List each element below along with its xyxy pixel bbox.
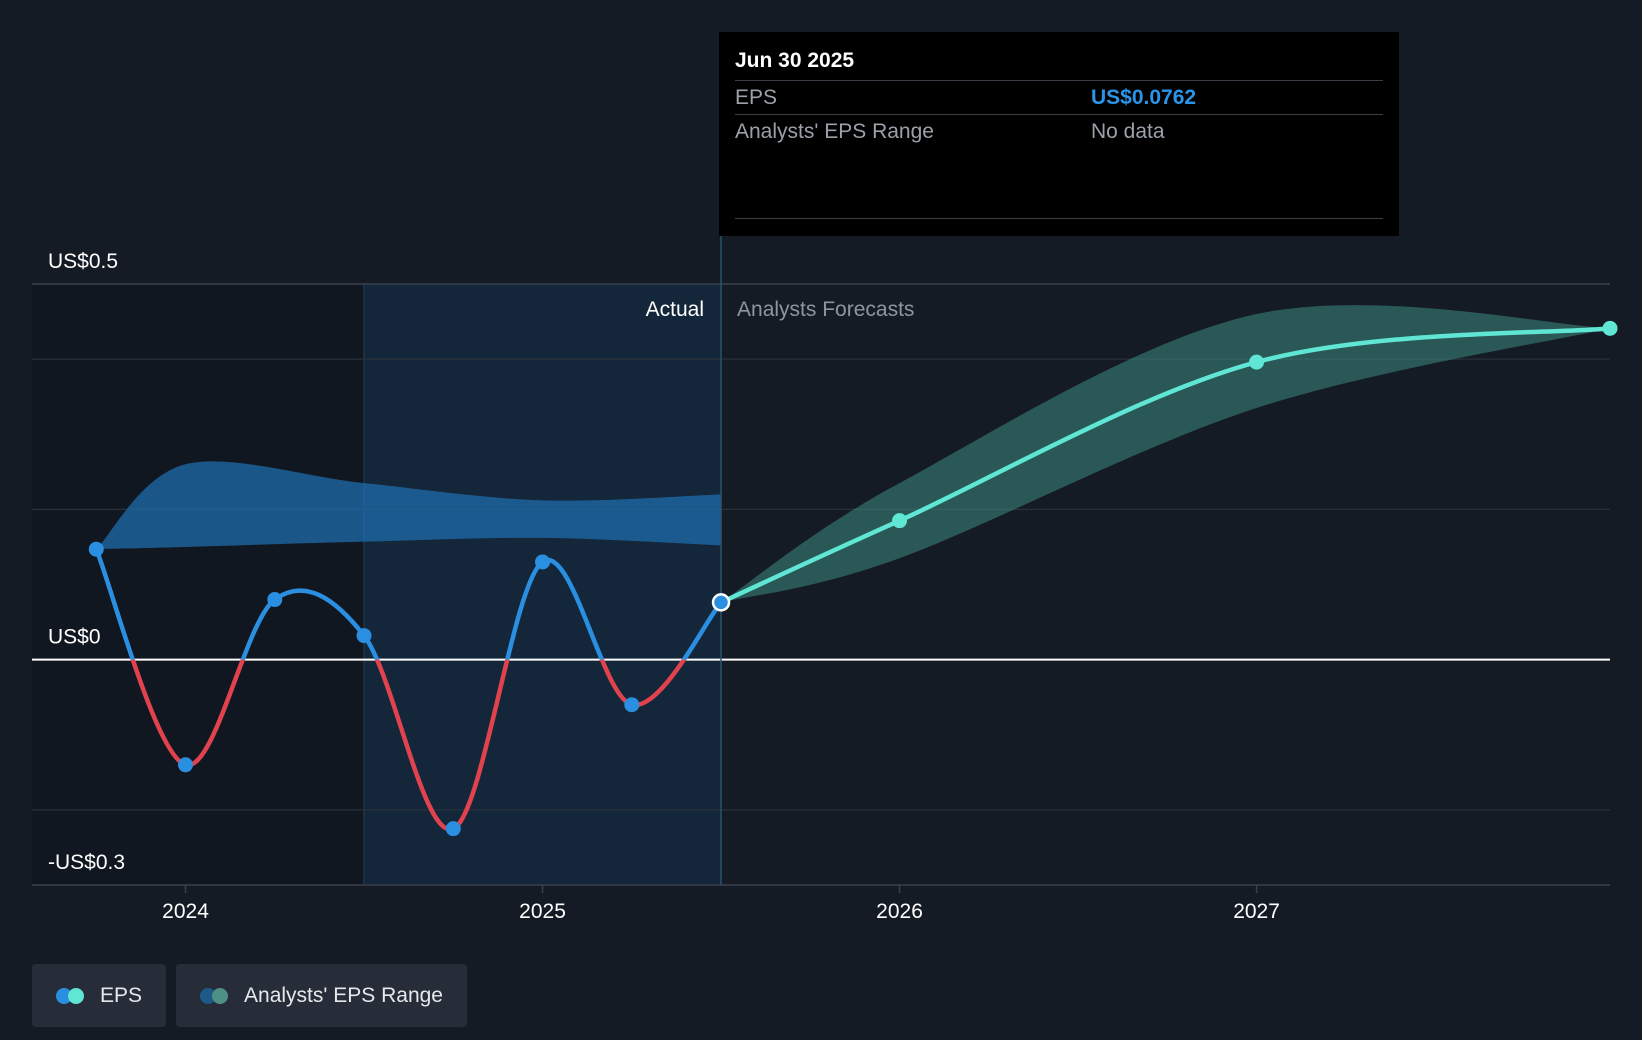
x-tick-label: 2026	[876, 900, 923, 923]
tooltip-eps-label: EPS	[735, 86, 778, 109]
eps-forecast-line	[720, 326, 1611, 605]
actual-shade-left	[32, 284, 365, 885]
eps-point	[624, 697, 640, 713]
y-tick-label: US$0	[48, 626, 101, 649]
actual-label: Actual	[646, 298, 704, 321]
eps-range-band-forecast	[721, 305, 1610, 603]
eps-point	[535, 554, 551, 570]
forecast-label: Analysts Forecasts	[737, 298, 914, 321]
range-bands	[96, 305, 1610, 603]
actual-shade-right	[364, 284, 722, 885]
x-tick-label: 2025	[519, 900, 566, 923]
eps-points[interactable]	[88, 320, 1618, 837]
eps-point	[356, 628, 372, 644]
y-tick-label: US$0.5	[48, 250, 118, 273]
eps-point	[88, 541, 104, 557]
tooltip-eps-row: EPS US$0.0762	[735, 80, 1383, 114]
tooltip-range-label: Analysts' EPS Range	[735, 120, 934, 143]
legend-range-button[interactable]: Analysts' EPS Range	[176, 964, 467, 1027]
axes: US$0.5 US$0 -US$0.3 2024 2025 2026 2027	[48, 250, 1280, 923]
x-tick-label: 2027	[1233, 900, 1280, 923]
tooltip-range-row: Analysts' EPS Range No data	[735, 114, 1383, 148]
y-tick-label: -US$0.3	[48, 851, 125, 874]
tooltip: Jun 30 2025 EPS US$0.0762 Analysts' EPS …	[719, 32, 1399, 236]
eps-forecast-point	[1249, 354, 1265, 370]
eps-forecast-point	[892, 513, 908, 529]
tooltip-eps-value: US$0.0762	[1091, 86, 1197, 109]
x-tick-label: 2024	[162, 900, 209, 923]
eps-point	[445, 821, 461, 837]
eps-legend-icon	[56, 987, 86, 1004]
legend-eps-label: EPS	[100, 983, 143, 1007]
tooltip-divider	[735, 218, 1383, 219]
legend-eps-button[interactable]: EPS	[32, 964, 167, 1027]
eps-point	[178, 757, 194, 773]
eps-forecast-point	[1602, 320, 1618, 336]
eps-point-highlight	[711, 593, 731, 612]
tooltip-range-value: No data	[1091, 120, 1165, 143]
legend: EPS Analysts' EPS Range	[32, 964, 467, 1027]
eps-point	[267, 592, 283, 608]
eps-range-band-actual	[96, 461, 722, 550]
range-legend-icon	[200, 987, 230, 1004]
tooltip-date: Jun 30 2025	[735, 49, 855, 72]
legend-range-label: Analysts' EPS Range	[244, 983, 443, 1007]
